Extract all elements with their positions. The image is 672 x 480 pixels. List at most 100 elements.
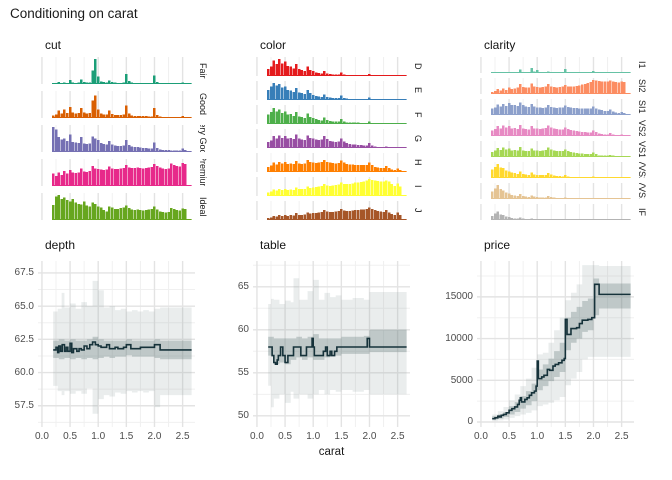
facet-label-text: SI1 xyxy=(637,100,647,114)
x-tick-label: 1.0 xyxy=(530,431,545,442)
facet-row-si1: SI1 xyxy=(477,99,655,115)
facet-strip-label: I1 xyxy=(634,57,649,73)
price-plot: 0 5000 10000 15000 0.0 0.5 1.0 1.5 2.0 2.5 xyxy=(445,261,634,442)
facet-row-i: I xyxy=(253,177,431,196)
facet-strip-label: SI2 xyxy=(634,78,649,94)
facet-label-text: VS1 xyxy=(637,141,647,157)
facet-row-j: J xyxy=(253,201,431,220)
facet-strip-label: D xyxy=(410,57,425,76)
facet-label-text: SI2 xyxy=(637,79,647,93)
histogram-svg xyxy=(480,162,631,178)
panel-cut: cut Fair Good Very Good Premium Ideal xyxy=(38,38,216,220)
x-axis-title: carat xyxy=(318,446,345,458)
facet-row-g: G xyxy=(253,129,431,148)
x-tick-label: 2.5 xyxy=(614,431,629,442)
facet-label-text: I1 xyxy=(637,61,647,69)
histogram-svg xyxy=(256,153,407,172)
histogram-svg xyxy=(41,91,192,118)
facet-strip-label: Ideal xyxy=(195,193,210,220)
x-tick-label: 0.0 xyxy=(474,431,488,442)
facet-row-h: H xyxy=(253,153,431,172)
histogram-svg xyxy=(480,57,631,73)
facet-strip-label: Fair xyxy=(195,57,210,84)
facet-row-if: IF xyxy=(477,204,655,220)
facet-row-si2: SI2 xyxy=(477,78,655,94)
histogram-svg xyxy=(41,57,192,84)
panel-price: price 0 5000 10000 15000 0.0 0.5 1.0 1.5 2.0 2.5 xyxy=(445,238,634,442)
x-tick-label: 0.5 xyxy=(63,431,78,442)
y-tick-label: 65 xyxy=(237,281,249,293)
panel-title-cut: cut xyxy=(45,38,62,52)
histogram-svg xyxy=(41,125,192,152)
histogram-svg xyxy=(480,204,631,220)
y-tick-label: 15000 xyxy=(445,291,473,303)
facet-strip-label: SI1 xyxy=(634,99,649,115)
y-tick-label: 10000 xyxy=(445,333,473,345)
histogram-svg xyxy=(480,99,631,115)
facet-row-d: D xyxy=(253,57,431,76)
facet-row-vs2: VS2 xyxy=(477,120,655,136)
facet-strip-label: VVS2 xyxy=(634,162,649,178)
panel-title-table: table xyxy=(260,238,287,252)
y-tick-label: 65.0 xyxy=(14,300,34,312)
y-tick-label: 50 xyxy=(237,410,249,422)
histogram-svg xyxy=(41,159,192,186)
facet-row-f: F xyxy=(253,105,431,124)
panel-title-price: price xyxy=(484,238,511,252)
histogram-svg xyxy=(256,105,407,124)
facet-strip-label: Premium xyxy=(195,159,210,186)
x-tick-label: 1.5 xyxy=(119,431,134,442)
facet-strip-label: I xyxy=(410,177,425,196)
histogram-svg xyxy=(480,120,631,136)
x-tick-label: 0.0 xyxy=(35,431,49,442)
y-tick-label: 5000 xyxy=(450,374,473,386)
x-tick-label: 1.0 xyxy=(91,431,106,442)
facet-row-ideal: Ideal xyxy=(38,193,216,220)
x-tick-label: 1.0 xyxy=(306,431,321,442)
x-tick-label: 1.5 xyxy=(334,431,349,442)
facet-label-text: Fair xyxy=(198,62,208,79)
panel-color: color D E F G H I J xyxy=(253,38,431,220)
line-plot-svg xyxy=(38,261,195,427)
facet-label-text: E xyxy=(413,87,423,94)
facet-strip-label: VS2 xyxy=(634,120,649,136)
facet-row-vs1: VS1 xyxy=(477,141,655,157)
facet-row-very-good: Very Good xyxy=(38,125,216,152)
histogram-svg xyxy=(480,78,631,94)
facet-strip-label: VS1 xyxy=(634,141,649,157)
histogram-stack-color: D E F G H I J xyxy=(253,57,431,220)
y-tick-label: 57.5 xyxy=(14,400,34,412)
x-tick-label: 1.5 xyxy=(558,431,573,442)
facet-strip-label: VVS1 xyxy=(634,183,649,199)
facet-row-i1: I1 xyxy=(477,57,655,73)
facet-strip-label: Good xyxy=(195,91,210,118)
histogram-svg xyxy=(256,201,407,220)
figure-title: Conditioning on carat xyxy=(10,6,138,21)
facet-label-text: VVS1 xyxy=(637,183,647,199)
line-plot-svg xyxy=(253,261,410,427)
facet-label-text: H xyxy=(413,159,423,166)
facet-label-text: VS2 xyxy=(637,120,647,136)
facet-label-text: Premium xyxy=(198,159,208,186)
facet-row-good: Good xyxy=(38,91,216,118)
x-tick-label: 0.5 xyxy=(502,431,517,442)
histogram-svg xyxy=(256,177,407,196)
facet-strip-label: G xyxy=(410,129,425,148)
facet-strip-label: J xyxy=(410,201,425,220)
facet-label-text: VVS2 xyxy=(637,162,647,178)
facet-row-fair: Fair xyxy=(38,57,216,84)
facet-label-text: IF xyxy=(637,208,647,216)
y-tick-label: 55 xyxy=(237,367,249,379)
facet-row-vvs1: VVS1 xyxy=(477,183,655,199)
histogram-svg xyxy=(256,57,407,76)
histogram-svg xyxy=(480,183,631,199)
y-tick-label: 62.5 xyxy=(14,333,34,345)
panel-clarity: clarity I1 SI2 SI1 VS2 VS1 VVS2 VVS1 IF xyxy=(477,38,655,220)
histogram-svg xyxy=(41,193,192,220)
y-tick-label: 67.5 xyxy=(14,267,34,279)
x-tick-label: 2.5 xyxy=(390,431,405,442)
panel-table: table 50 55 60 65 0.0 0.5 1.0 1.5 2.0 2.5 carat xyxy=(238,238,410,458)
facet-label-text: J xyxy=(413,208,423,213)
facet-row-premium: Premium xyxy=(38,159,216,186)
